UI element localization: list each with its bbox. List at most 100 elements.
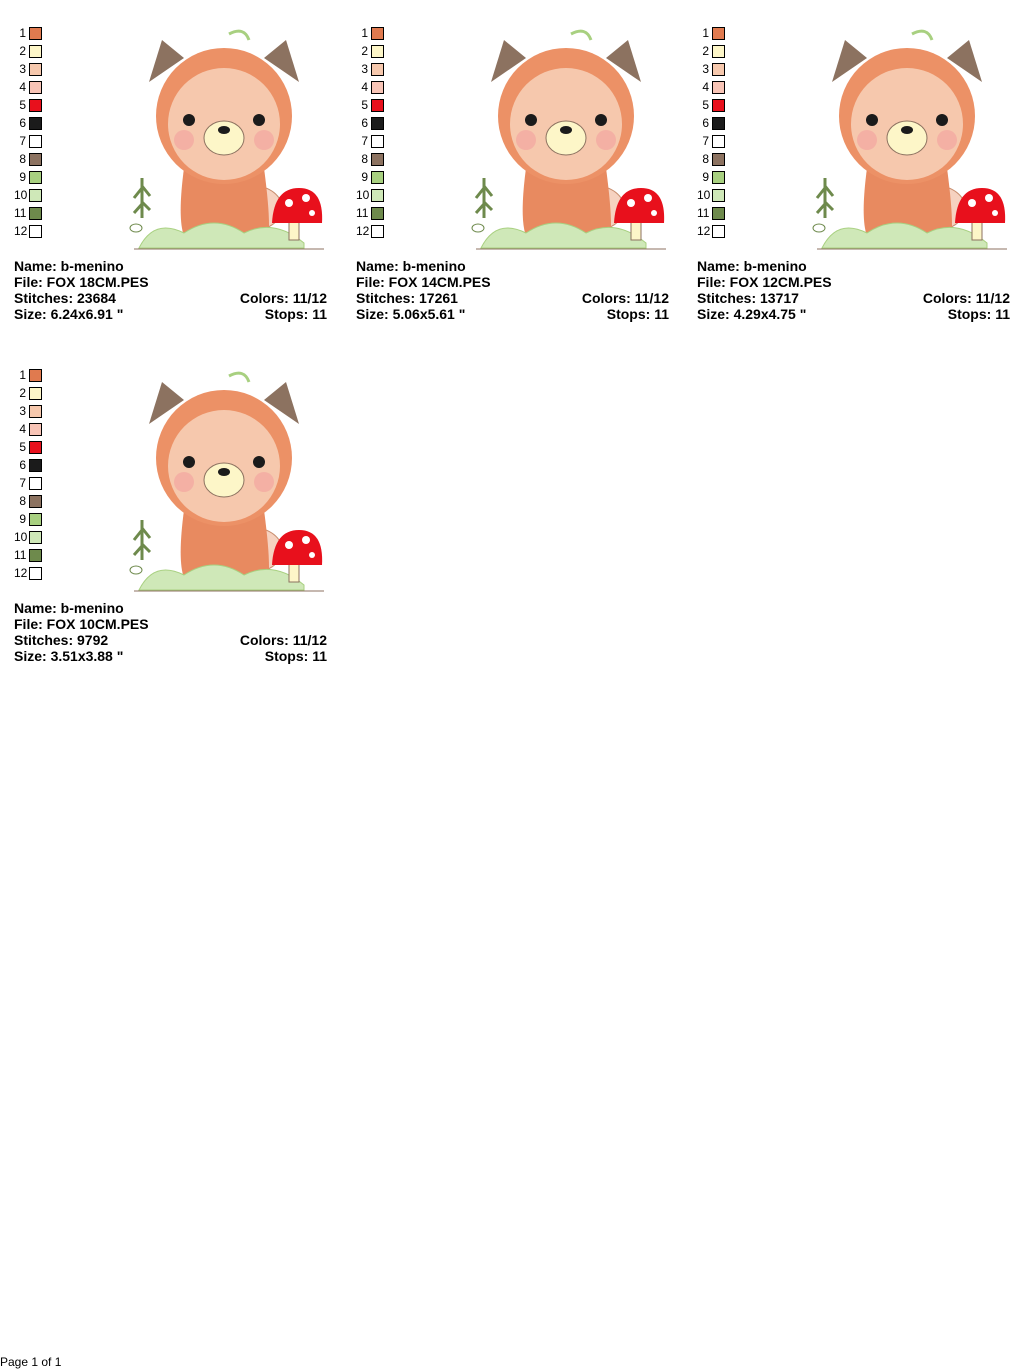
color-number: 9 xyxy=(19,512,26,526)
design-file: File: FOX 14CM.PES xyxy=(356,274,491,290)
color-swatch xyxy=(712,153,725,166)
color-swatch xyxy=(29,549,42,562)
color-swatch xyxy=(29,153,42,166)
color-swatch xyxy=(29,81,42,94)
color-swatch xyxy=(29,207,42,220)
color-swatch xyxy=(371,81,384,94)
color-swatch xyxy=(29,99,42,112)
color-swatch xyxy=(29,171,42,184)
color-swatch xyxy=(29,423,42,436)
color-swatch xyxy=(29,189,42,202)
color-number: 12 xyxy=(14,566,28,580)
color-swatch xyxy=(712,63,725,76)
color-swatch xyxy=(371,117,384,130)
design-stitches: Stitches: 17261 xyxy=(356,290,458,306)
design-card: 1 2 3 4 5 6 7 8 9 10 11 12 Name: b-menino File: FOX 1… xyxy=(356,26,672,326)
design-card: 1 2 3 4 5 6 7 8 9 10 11 12 Name: b-menino File: FOX 1… xyxy=(697,26,1013,326)
design-preview xyxy=(124,370,324,592)
color-number: 6 xyxy=(702,116,709,130)
color-number: 5 xyxy=(702,98,709,112)
color-swatch xyxy=(29,477,42,490)
color-number: 4 xyxy=(702,80,709,94)
color-swatch xyxy=(712,45,725,58)
design-file: File: FOX 12CM.PES xyxy=(697,274,832,290)
color-swatch xyxy=(371,63,384,76)
design-preview xyxy=(124,28,324,250)
color-swatch xyxy=(29,405,42,418)
design-size: Size: 6.24x6.91 " xyxy=(14,306,124,322)
design-stitches: Stitches: 23684 xyxy=(14,290,116,306)
design-colors: Colors: 11/12 xyxy=(922,290,1010,306)
color-number: 11 xyxy=(14,206,27,220)
design-name: Name: b-menino xyxy=(14,600,124,616)
color-number: 6 xyxy=(19,458,26,472)
color-number: 2 xyxy=(361,44,368,58)
color-swatch xyxy=(29,369,42,382)
color-number: 1 xyxy=(19,26,26,40)
color-swatch xyxy=(371,27,384,40)
color-number: 11 xyxy=(14,548,27,562)
color-number: 11 xyxy=(697,206,710,220)
color-number: 8 xyxy=(361,152,368,166)
design-colors: Colors: 11/12 xyxy=(239,290,327,306)
color-number: 7 xyxy=(361,134,368,148)
color-swatch xyxy=(371,189,384,202)
color-swatch xyxy=(371,225,384,238)
design-stops: Stops: 11 xyxy=(264,306,327,322)
color-number: 12 xyxy=(14,224,28,238)
color-swatch xyxy=(712,225,725,238)
color-number: 2 xyxy=(702,44,709,58)
color-number: 1 xyxy=(19,368,26,382)
color-number: 1 xyxy=(361,26,368,40)
design-size: Size: 5.06x5.61 " xyxy=(356,306,466,322)
color-swatch xyxy=(29,63,42,76)
design-stops: Stops: 11 xyxy=(947,306,1010,322)
design-file: File: FOX 18CM.PES xyxy=(14,274,149,290)
color-number: 10 xyxy=(14,188,28,202)
color-number: 3 xyxy=(19,62,26,76)
color-swatch xyxy=(371,45,384,58)
color-swatch xyxy=(712,81,725,94)
fox-image xyxy=(130,31,324,249)
color-number: 3 xyxy=(702,62,709,76)
color-swatch xyxy=(712,99,725,112)
design-preview xyxy=(807,28,1007,250)
color-number: 4 xyxy=(19,422,26,436)
color-number: 7 xyxy=(19,134,26,148)
fox-image xyxy=(130,373,324,591)
color-swatch xyxy=(712,189,725,202)
fox-image xyxy=(472,31,666,249)
color-swatch xyxy=(29,441,42,454)
color-number: 12 xyxy=(356,224,370,238)
color-swatch xyxy=(712,207,725,220)
color-number: 8 xyxy=(19,494,26,508)
color-number: 4 xyxy=(19,80,26,94)
color-number: 4 xyxy=(361,80,368,94)
design-stitches: Stitches: 13717 xyxy=(697,290,799,306)
color-swatch xyxy=(29,531,42,544)
color-swatch xyxy=(29,117,42,130)
design-file: File: FOX 10CM.PES xyxy=(14,616,149,632)
fox-image xyxy=(813,31,1007,249)
color-number: 10 xyxy=(14,530,28,544)
design-stops: Stops: 11 xyxy=(264,648,327,664)
color-number: 8 xyxy=(702,152,709,166)
design-size: Size: 4.29x4.75 " xyxy=(697,306,807,322)
design-colors: Colors: 11/12 xyxy=(239,632,327,648)
color-number: 9 xyxy=(702,170,709,184)
color-swatch xyxy=(371,153,384,166)
color-number: 5 xyxy=(19,440,26,454)
design-card: 1 2 3 4 5 6 7 8 9 10 11 12 Name: b-menino File: FOX 1… xyxy=(14,26,330,326)
color-number: 10 xyxy=(356,188,370,202)
color-swatch xyxy=(712,171,725,184)
color-swatch xyxy=(29,567,42,580)
color-swatch xyxy=(29,45,42,58)
color-swatch xyxy=(712,117,725,130)
color-swatch xyxy=(371,99,384,112)
design-stops: Stops: 11 xyxy=(606,306,669,322)
color-number: 1 xyxy=(702,26,709,40)
design-colors: Colors: 11/12 xyxy=(581,290,669,306)
color-swatch xyxy=(371,135,384,148)
color-number: 3 xyxy=(19,404,26,418)
color-swatch xyxy=(371,207,384,220)
